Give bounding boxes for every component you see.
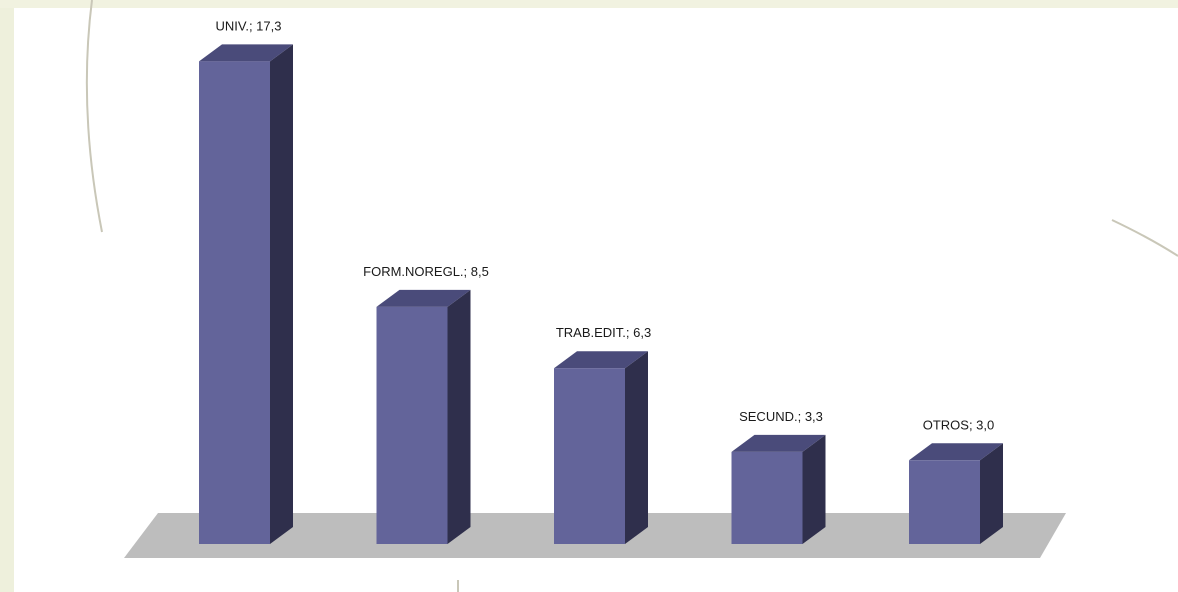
- bar-side-trab-edit: [625, 351, 648, 544]
- bar-form-noregl: [376, 306, 448, 544]
- bar-top-secund: [731, 434, 826, 452]
- bars-group: [199, 44, 1003, 545]
- decor-curve-right: [1111, 219, 1178, 257]
- bar-side-secund: [802, 434, 826, 544]
- slide-frame-left: [0, 0, 14, 592]
- bar-top-univ: [199, 44, 293, 62]
- data-label-trab-edit: TRAB.EDIT.; 6,3: [556, 325, 651, 340]
- bar-otros: [909, 460, 980, 544]
- bar-side-otros: [980, 443, 1003, 544]
- slide-frame-top: [0, 0, 1178, 8]
- bar-top-trab-edit: [554, 351, 648, 369]
- data-labels-group: UNIV.; 17,3 FORM.NOREGL.; 8,5 TRAB.EDIT.; …: [215, 18, 994, 432]
- bar-trab-edit: [554, 368, 625, 544]
- bar-top-otros: [909, 443, 1003, 461]
- data-label-univ: UNIV.; 17,3: [215, 18, 281, 33]
- bar-univ: [199, 61, 270, 545]
- data-label-otros: OTROS; 3,0: [923, 417, 995, 432]
- data-label-form-noregl: FORM.NOREGL.; 8,5: [363, 264, 489, 279]
- bar-secund: [731, 451, 803, 544]
- bar-side-univ: [270, 44, 293, 544]
- data-label-secund: SECUND.; 3,3: [739, 409, 823, 424]
- decor-curve-left: [85, 0, 103, 233]
- bar-side-form-noregl: [447, 289, 471, 544]
- bar-top-form-noregl: [376, 289, 471, 307]
